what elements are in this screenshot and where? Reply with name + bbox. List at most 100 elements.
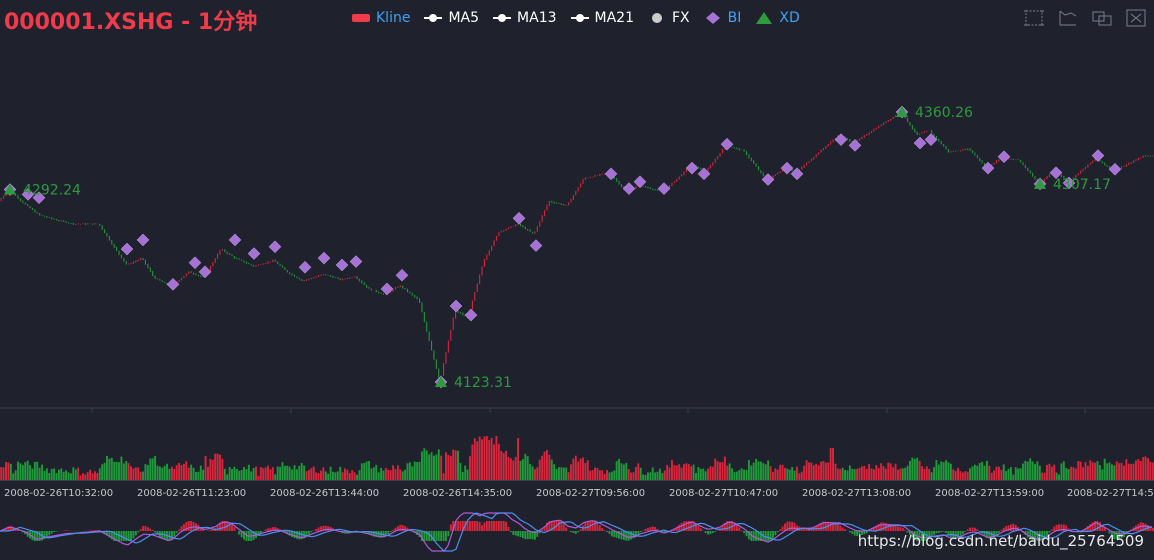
- macd-bar: [678, 524, 681, 531]
- macd-bar: [1060, 524, 1063, 531]
- bi-point: [780, 161, 794, 175]
- candles-group: [0, 112, 1154, 379]
- volume-bar: [416, 461, 419, 480]
- macd-bar: [906, 531, 909, 533]
- volume-bar: [728, 463, 731, 480]
- xd-label: 4123.31: [454, 375, 512, 391]
- legend-item-ma21[interactable]: MA21: [570, 10, 634, 26]
- volume-bar: [77, 467, 80, 480]
- volume-bar: [228, 467, 231, 480]
- macd-bar: [553, 521, 556, 531]
- volume-bar: [502, 452, 505, 480]
- macd-bar: [606, 531, 609, 533]
- macd-bar: [9, 525, 12, 531]
- macd-bar: [663, 531, 666, 533]
- volume-bar: [993, 470, 996, 480]
- volume-bar: [31, 468, 34, 480]
- volume-bar: [695, 473, 697, 480]
- macd-bar: [935, 531, 938, 534]
- macd-bar: [127, 531, 130, 541]
- volume-bar: [305, 471, 308, 480]
- volume-bar: [79, 475, 82, 480]
- volume-bar: [565, 467, 568, 480]
- macd-bar: [1038, 531, 1041, 541]
- macd-bar: [988, 531, 991, 539]
- volume-bar: [779, 464, 782, 480]
- legend-item-fx[interactable]: FX: [648, 10, 690, 26]
- volume-bar: [178, 463, 181, 480]
- macd-bar: [1058, 524, 1060, 531]
- macd-bar: [288, 531, 291, 536]
- bi-point: [761, 173, 775, 186]
- volume-bar: [199, 465, 202, 480]
- volume-bar: [257, 475, 260, 480]
- volume-bar: [91, 473, 94, 480]
- volume-bar: [7, 462, 10, 480]
- macd-bar: [509, 531, 512, 532]
- macd-bar: [514, 531, 517, 536]
- volume-bar: [834, 463, 837, 480]
- macd-bar: [483, 522, 486, 531]
- volume-bar: [663, 470, 666, 480]
- restore-icon[interactable]: [1090, 8, 1114, 28]
- legend-item-bi[interactable]: BI: [704, 10, 741, 26]
- ma13-legend-dot-icon: [493, 14, 512, 22]
- volume-bar: [53, 468, 56, 480]
- volume-bar: [591, 470, 594, 480]
- macd-bar: [521, 531, 524, 539]
- macd-bar: [771, 531, 774, 539]
- x-tick-label: 2008-02-27T10:47:00: [669, 488, 778, 499]
- volume-bar: [247, 464, 250, 480]
- macd-bar: [613, 531, 616, 538]
- volume-bar: [615, 461, 618, 480]
- volume-bar: [392, 465, 395, 480]
- zoom-select-icon[interactable]: [1022, 8, 1046, 28]
- volume-bar: [310, 468, 313, 480]
- legend-item-ma13[interactable]: MA13: [493, 10, 557, 26]
- macd-bar: [389, 531, 392, 532]
- macd-bar: [642, 530, 645, 531]
- volume-bar: [752, 462, 755, 480]
- macd-bar: [125, 531, 128, 541]
- macd-bar: [137, 531, 140, 533]
- macd-bar: [752, 531, 755, 541]
- volume-bar: [709, 466, 712, 480]
- save-image-icon[interactable]: [1124, 8, 1148, 28]
- macd-bar: [144, 526, 147, 531]
- legend-item-xd[interactable]: XD: [755, 10, 800, 26]
- volume-bar: [194, 471, 197, 480]
- volume-bar: [882, 466, 885, 480]
- volume-bar: [846, 470, 849, 480]
- volume-bar: [74, 469, 77, 480]
- macd-bar: [949, 531, 952, 537]
- zoom-reset-icon[interactable]: [1056, 8, 1080, 28]
- macd-bar: [997, 531, 1000, 533]
- macd-bar: [836, 524, 839, 531]
- volume-bar: [781, 464, 784, 480]
- macd-bar: [122, 531, 125, 541]
- volume-bar: [156, 465, 159, 480]
- volume-bar: [1110, 464, 1113, 480]
- macd-bar: [223, 521, 226, 531]
- macd-bar: [370, 531, 373, 536]
- macd-bar: [904, 530, 907, 531]
- macd-bar: [940, 531, 943, 533]
- volume-bar: [216, 453, 219, 480]
- macd-bar: [473, 521, 476, 531]
- macd-bar: [428, 531, 431, 541]
- volume-bar: [543, 451, 546, 480]
- volume-bar: [711, 466, 714, 480]
- volume-bar: [529, 463, 532, 480]
- volume-bar: [12, 473, 15, 480]
- macd-bar: [945, 531, 947, 533]
- volume-bar: [264, 467, 267, 480]
- volume-bar: [820, 461, 822, 480]
- volume-bar: [471, 444, 474, 480]
- volume-bar: [214, 453, 217, 480]
- volume-bar: [339, 466, 342, 480]
- legend-item-ma5[interactable]: MA5: [424, 10, 479, 26]
- volume-bar: [1017, 468, 1020, 480]
- macd-bar: [759, 531, 762, 541]
- legend-item-kline[interactable]: Kline: [352, 10, 410, 26]
- volume-bar: [50, 469, 53, 480]
